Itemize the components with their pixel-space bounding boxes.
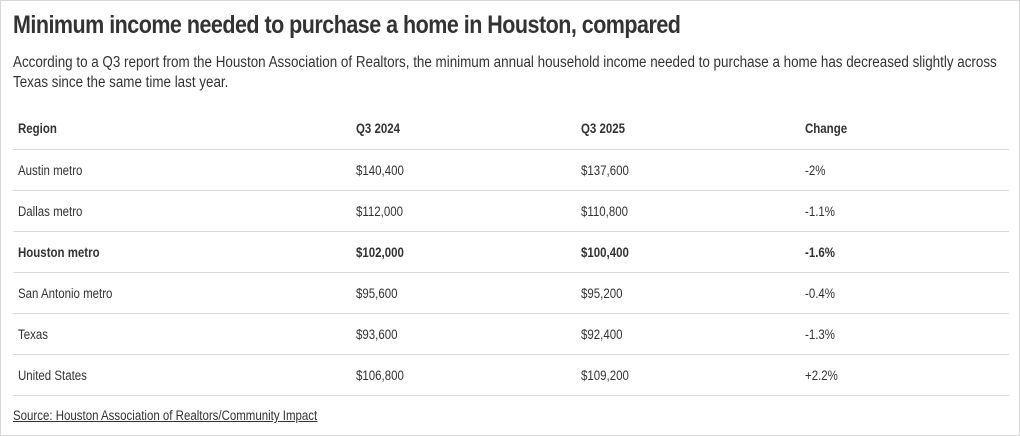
cell-region: Austin metro xyxy=(13,149,351,191)
cell-change: -2% xyxy=(800,149,1009,191)
cell-region: Houston metro xyxy=(13,231,351,273)
cell-q3-2024: $140,400 xyxy=(351,149,576,191)
cell-q3-2025: $92,400 xyxy=(576,313,800,355)
table-row: Austin metro $140,400 $137,600 -2% xyxy=(13,149,1009,191)
cell-region: San Antonio metro xyxy=(13,272,351,314)
cell-text: Dallas metro xyxy=(18,203,83,219)
cell-text: -1.1% xyxy=(805,203,835,219)
cell-text: $102,000 xyxy=(356,244,404,260)
cell-q3-2024: $93,600 xyxy=(351,313,576,355)
cell-text: $100,400 xyxy=(581,244,629,260)
cell-text: +2.2% xyxy=(805,367,838,383)
cell-text: United States xyxy=(18,367,87,383)
cell-text: $140,400 xyxy=(356,162,404,178)
cell-q3-2025: $110,800 xyxy=(576,190,800,232)
cell-q3-2024: $106,800 xyxy=(351,354,576,396)
cell-text: -1.3% xyxy=(805,326,835,342)
cell-region: United States xyxy=(13,354,351,396)
cell-region: Texas xyxy=(13,313,351,355)
cell-q3-2024: $112,000 xyxy=(351,190,576,232)
column-header-change: Change xyxy=(800,107,1009,150)
cell-text: $109,200 xyxy=(581,367,629,383)
cell-region: Dallas metro xyxy=(13,190,351,232)
cell-text: Austin metro xyxy=(18,162,83,178)
table-header-row: Region Q3 2024 Q3 2025 Change xyxy=(13,107,1009,150)
data-table: Region Q3 2024 Q3 2025 Change Austin met… xyxy=(13,107,1009,396)
cell-change: -1.1% xyxy=(800,190,1009,232)
table-row: Texas $93,600 $92,400 -1.3% xyxy=(13,313,1009,355)
cell-change: -0.4% xyxy=(800,272,1009,314)
cell-text: $137,600 xyxy=(581,162,629,178)
cell-text: -0.4% xyxy=(805,285,835,301)
cell-text: $110,800 xyxy=(581,203,629,219)
column-header-region: Region xyxy=(13,107,351,150)
cell-text: -1.6% xyxy=(805,244,835,260)
cell-text: $95,600 xyxy=(356,285,398,301)
cell-q3-2025: $95,200 xyxy=(576,272,800,314)
table-row: Dallas metro $112,000 $110,800 -1.1% xyxy=(13,190,1009,232)
cell-text: $106,800 xyxy=(356,367,404,383)
cell-text: $95,200 xyxy=(581,285,623,301)
cell-q3-2025: $109,200 xyxy=(576,354,800,396)
cell-text: $112,000 xyxy=(356,203,404,219)
cell-text: -2% xyxy=(805,162,826,178)
cell-text: San Antonio metro xyxy=(18,285,113,301)
cell-text: Houston metro xyxy=(18,244,100,260)
chart-title: Minimum income needed to purchase a home… xyxy=(13,11,681,39)
cell-q3-2024: $102,000 xyxy=(351,231,576,273)
cell-q3-2024: $95,600 xyxy=(351,272,576,314)
source-link[interactable]: Source: Houston Association of Realtors/… xyxy=(13,408,318,423)
table-row: Houston metro $102,000 $100,400 -1.6% xyxy=(13,231,1009,273)
chart-subtitle: According to a Q3 report from the Housto… xyxy=(13,54,997,91)
cell-q3-2025: $100,400 xyxy=(576,231,800,273)
column-header-q3-2025: Q3 2025 xyxy=(576,107,800,150)
table-row: United States $106,800 $109,200 +2.2% xyxy=(13,354,1009,396)
cell-text: $93,600 xyxy=(356,326,398,342)
cell-change: -1.6% xyxy=(800,231,1009,273)
cell-change: +2.2% xyxy=(800,354,1009,396)
column-header-q3-2024: Q3 2024 xyxy=(351,107,576,150)
cell-change: -1.3% xyxy=(800,313,1009,355)
cell-text: Texas xyxy=(18,326,48,342)
cell-q3-2025: $137,600 xyxy=(576,149,800,191)
cell-text: $92,400 xyxy=(581,326,623,342)
table-row: San Antonio metro $95,600 $95,200 -0.4% xyxy=(13,272,1009,314)
